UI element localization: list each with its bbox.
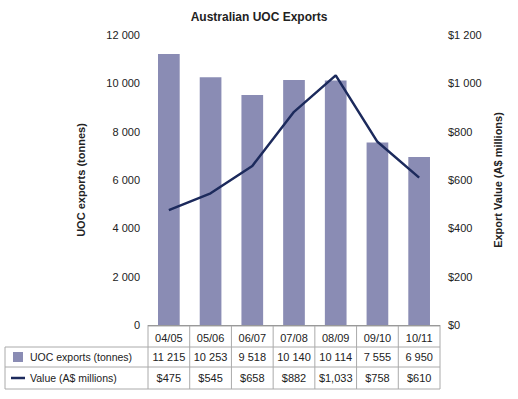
svg-text:08/09: 08/09 [322, 332, 350, 344]
svg-text:$200: $200 [448, 271, 472, 283]
svg-text:9 518: 9 518 [239, 351, 267, 363]
svg-text:UOC exports (tonnes): UOC exports (tonnes) [75, 123, 87, 237]
svg-text:$658: $658 [240, 372, 264, 384]
svg-text:07/08: 07/08 [280, 332, 308, 344]
svg-text:$882: $882 [282, 372, 306, 384]
svg-text:2 000: 2 000 [112, 271, 140, 283]
svg-text:$610: $610 [407, 372, 431, 384]
svg-text:$475: $475 [157, 372, 181, 384]
svg-text:$800: $800 [448, 126, 472, 138]
svg-text:Value (A$ millions): Value (A$ millions) [30, 372, 117, 384]
svg-text:UOC exports (tonnes): UOC exports (tonnes) [30, 351, 132, 363]
svg-text:$1 000: $1 000 [448, 77, 482, 89]
svg-text:09/10: 09/10 [364, 332, 392, 344]
svg-text:11 215: 11 215 [152, 351, 185, 363]
svg-text:10 253: 10 253 [194, 351, 228, 363]
svg-text:4 000: 4 000 [112, 222, 140, 234]
svg-text:05/06: 05/06 [197, 332, 225, 344]
svg-text:Export Value (A$ millions): Export Value (A$ millions) [492, 112, 504, 248]
svg-text:04/05: 04/05 [155, 332, 183, 344]
svg-text:06/07: 06/07 [239, 332, 267, 344]
svg-text:Australian UOC Exports: Australian UOC Exports [191, 10, 328, 24]
svg-text:$758: $758 [365, 372, 389, 384]
svg-text:$1 200: $1 200 [448, 29, 482, 41]
svg-text:0: 0 [134, 319, 140, 331]
svg-text:$1,033: $1,033 [319, 372, 353, 384]
svg-text:10/11: 10/11 [406, 332, 433, 344]
svg-text:6 000: 6 000 [112, 174, 140, 186]
svg-text:10 114: 10 114 [319, 351, 352, 363]
svg-text:8 000: 8 000 [112, 126, 140, 138]
svg-text:10 140: 10 140 [277, 351, 311, 363]
svg-text:10 000: 10 000 [106, 77, 140, 89]
svg-text:$545: $545 [198, 372, 222, 384]
svg-text:12 000: 12 000 [106, 29, 140, 41]
svg-text:$0: $0 [448, 319, 460, 331]
svg-text:7 555: 7 555 [364, 351, 392, 363]
svg-text:$600: $600 [448, 174, 472, 186]
svg-text:$400: $400 [448, 222, 472, 234]
svg-text:6 950: 6 950 [405, 351, 433, 363]
